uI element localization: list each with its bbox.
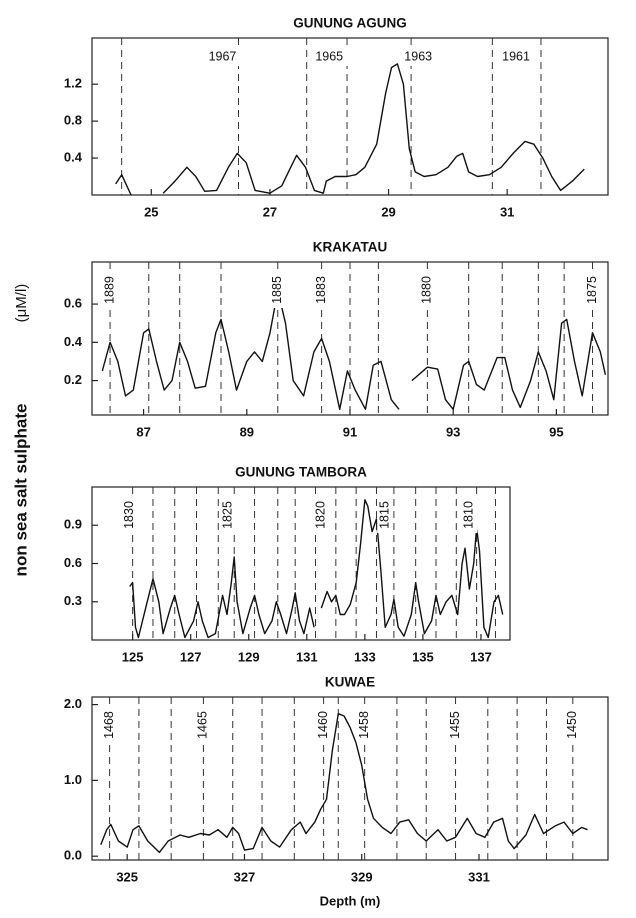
- label-backing: [195, 707, 212, 743]
- y-tick-label: 0.2: [64, 372, 82, 387]
- year-label: 1455: [448, 711, 462, 739]
- label-backing: [313, 272, 330, 308]
- label-backing: [564, 707, 581, 743]
- label-backing: [101, 707, 118, 743]
- x-axis-label: Depth (m): [320, 893, 381, 908]
- x-tick-label: 27: [263, 204, 277, 219]
- year-label: 1963: [404, 49, 432, 63]
- year-label: 1460: [316, 711, 330, 739]
- x-tick-label: 327: [234, 869, 256, 884]
- label-backing: [584, 272, 601, 308]
- label-backing: [399, 48, 438, 66]
- label-backing: [220, 497, 237, 533]
- label-backing: [269, 272, 286, 308]
- y-tick-label: 0.4: [64, 334, 83, 349]
- label-backing: [102, 272, 119, 308]
- year-label: 1880: [420, 276, 434, 304]
- label-backing: [356, 707, 373, 743]
- panel-title: GUNUNG AGUNG: [293, 16, 407, 31]
- x-tick-label: 131: [296, 649, 318, 664]
- data-line: [101, 290, 607, 410]
- x-tick-label: 31: [500, 204, 514, 219]
- label-backing: [447, 707, 464, 743]
- x-tick-label: 133: [354, 649, 376, 664]
- data-line: [129, 499, 504, 639]
- x-tick-label: 331: [468, 869, 490, 884]
- x-tick-label: 93: [446, 424, 460, 439]
- y-tick-label: 0.6: [64, 555, 82, 570]
- year-label: 1883: [314, 276, 328, 304]
- year-label: 1468: [102, 711, 116, 739]
- label-backing: [121, 497, 138, 533]
- data-line: [100, 713, 588, 854]
- panel-title: KUWAE: [325, 675, 375, 690]
- year-label: 1810: [462, 501, 476, 529]
- label-backing: [203, 48, 242, 66]
- plot-frame: [91, 37, 609, 196]
- year-label: 1458: [357, 711, 371, 739]
- y-axis-unit: (μM/l): [13, 284, 30, 323]
- x-tick-label: 329: [351, 869, 373, 884]
- x-tick-label: 87: [136, 424, 150, 439]
- label-backing: [315, 707, 332, 743]
- y-tick-label: 2.0: [64, 696, 82, 711]
- year-label: 1815: [377, 501, 391, 529]
- x-tick-label: 91: [343, 424, 357, 439]
- year-label: 1967: [209, 49, 237, 63]
- plot-frame: [91, 696, 609, 861]
- year-label: 1875: [585, 276, 599, 304]
- x-tick-label: 325: [116, 869, 138, 884]
- label-backing: [497, 48, 536, 66]
- x-tick-label: 29: [381, 204, 395, 219]
- x-tick-label: 129: [238, 649, 260, 664]
- label-backing: [419, 272, 436, 308]
- x-tick-label: 127: [180, 649, 202, 664]
- label-backing: [377, 497, 394, 533]
- year-label: 1450: [565, 711, 579, 739]
- label-backing: [461, 497, 478, 533]
- x-tick-label: 95: [549, 424, 563, 439]
- data-line: [115, 63, 585, 196]
- panel-title: KRAKATAU: [313, 240, 388, 255]
- plot-frame: [91, 486, 511, 641]
- year-label: 1825: [221, 501, 235, 529]
- x-tick-label: 135: [412, 649, 434, 664]
- y-tick-label: 0.3: [64, 593, 82, 608]
- label-backing: [313, 497, 330, 533]
- x-tick-label: 125: [122, 649, 144, 664]
- y-tick-label: 0.8: [64, 113, 82, 128]
- y-tick-label: 0.0: [64, 848, 82, 863]
- x-tick-label: 25: [144, 204, 158, 219]
- year-label: 1465: [196, 711, 210, 739]
- y-tick-label: 0.4: [64, 149, 83, 164]
- year-label: 1885: [270, 276, 284, 304]
- year-label: 1830: [122, 501, 136, 529]
- y-axis-label: non sea salt sulphate: [11, 404, 30, 577]
- y-tick-label: 0.6: [64, 296, 82, 311]
- year-label: 1965: [315, 49, 343, 63]
- label-backing: [310, 48, 349, 66]
- panel-title: GUNUNG TAMBORA: [235, 465, 367, 480]
- x-tick-label: 89: [240, 424, 254, 439]
- y-tick-label: 1.2: [64, 76, 82, 91]
- y-tick-label: 1.0: [64, 772, 82, 787]
- year-label: 1820: [314, 501, 328, 529]
- y-tick-label: 0.9: [64, 517, 82, 532]
- x-tick-label: 137: [470, 649, 492, 664]
- year-label: 1889: [102, 276, 116, 304]
- year-label: 1961: [502, 49, 530, 63]
